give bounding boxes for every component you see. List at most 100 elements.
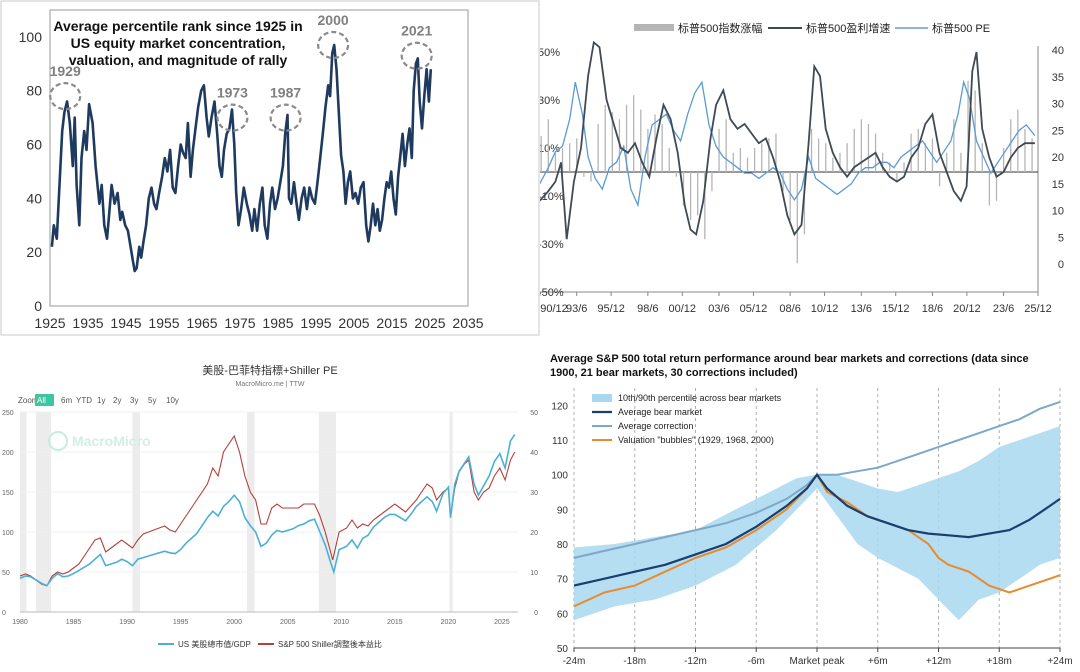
legend-label: 标普500 PE [932, 21, 990, 35]
x-tick-label: 1995 [300, 315, 331, 331]
peak-annotation-label: 2000 [318, 12, 349, 28]
x-tick-label: 90/12 [540, 303, 568, 315]
index-return-bar [846, 143, 848, 172]
zoom-option-10y-button[interactable]: 10y [166, 396, 179, 405]
watermark-logo-icon [48, 431, 68, 451]
index-return-bar [732, 152, 734, 172]
x-tick-label: 05/12 [740, 303, 768, 315]
plot-area-frame [49, 9, 469, 307]
index-return-bar [547, 119, 549, 172]
index-return-bar [561, 148, 564, 172]
panel-bear-market-returns: Average S&P 500 total return performance… [540, 336, 1080, 672]
index-return-bar [583, 172, 585, 177]
x-tick-label: Market peak [789, 656, 845, 667]
x-tick-label: 2025 [414, 315, 445, 331]
mcap-gdp-line [19, 433, 516, 587]
zoom-selected-bg [35, 394, 54, 406]
index-return-bar [860, 119, 862, 172]
peak-annotation-circle [269, 103, 302, 132]
index-return-bar [917, 128, 919, 172]
index-return-bar [981, 143, 983, 172]
percentile-band [574, 426, 1060, 621]
right-y-tick-label: 25 [1052, 125, 1064, 137]
percentile-rank-line [50, 43, 433, 273]
x-tick-label: 25/12 [1024, 303, 1052, 315]
left-y-tick-label: 30% [540, 95, 560, 107]
index-return-bar [995, 172, 998, 201]
panel-sp500-earnings-pe: -50% -30% -10% 10% 30% 50% 0 5 10 15 20 25 30 35 40 90/… [540, 0, 1080, 336]
index-return-bar [682, 172, 685, 206]
x-tick-label: 13/6 [851, 303, 872, 315]
zoom-option-1y-button[interactable]: 1y [97, 396, 105, 405]
panel-buffett-indicator: 美股-巴菲特指標+Shiller PE MacroMicro.me | TTW Zo… [0, 336, 540, 672]
x-tick-label: -24m [563, 656, 586, 667]
index-return-bar [1002, 148, 1005, 172]
y-tick-label: 100 [551, 471, 568, 482]
index-return-bar [810, 128, 813, 172]
index-return-bar [725, 119, 727, 172]
x-tick-label: 2035 [452, 315, 483, 331]
x-tick-label: 20/12 [953, 303, 981, 315]
peak-annotation-label: 1987 [270, 85, 301, 101]
valuation-bubbles-line [573, 472, 1061, 608]
chart-title-line: Average S&P 500 total return performance… [550, 353, 1029, 365]
right-y-tick-label: 0 [1058, 259, 1064, 271]
legend-label: US 美股總市值/GDP [178, 639, 251, 649]
index-return-bar [967, 80, 969, 172]
index-return-bar [661, 124, 663, 172]
index-return-bar [782, 172, 784, 192]
right-y-tick-label: 30 [1052, 99, 1064, 111]
right-y-tick-label: 5 [1058, 232, 1064, 244]
index-return-bar [761, 143, 763, 172]
index-return-bar [839, 152, 841, 172]
y-tick-label: 100 [19, 29, 43, 45]
x-tick-label: 2015 [387, 619, 403, 626]
y-tick-label: 60 [26, 137, 42, 153]
right-y-tick-label: 20 [1052, 152, 1064, 164]
x-tick-label: 1925 [34, 315, 65, 331]
index-return-bar [938, 172, 941, 187]
y-tick-label: 20 [26, 244, 42, 260]
index-return-bar [903, 162, 905, 172]
zoom-option-3y-button[interactable]: 3y [130, 396, 138, 405]
index-return-bar [689, 172, 692, 220]
x-tick-label: 00/12 [669, 303, 697, 315]
recession-band [36, 412, 52, 612]
index-return-bar [817, 138, 820, 172]
chart-title-line: valuation, and magnitude of rally [69, 52, 288, 68]
y-tick-label: 90 [557, 505, 569, 516]
peak-annotation-circle [49, 82, 82, 111]
zoom-option-6m-button[interactable]: 6m [61, 396, 72, 405]
x-tick-label: 2005 [280, 619, 296, 626]
legend-label: Valuation "bubbles" (1929, 1968, 2000) [618, 435, 774, 445]
x-tick-label: 1985 [66, 619, 82, 626]
left-y-tick-label: 250 [2, 410, 14, 417]
right-y-tick-label: 15 [1052, 179, 1064, 191]
buffett-indicator-chart: 美股-巴菲特指標+Shiller PE MacroMicro.me | TTW Zo… [2, 363, 538, 649]
left-y-tick-label: 10% [540, 143, 560, 155]
index-return-bar [568, 143, 571, 172]
x-tick-label: 2025 [494, 619, 510, 626]
x-tick-label: 98/6 [637, 303, 658, 315]
legend-label: Average correction [618, 421, 693, 431]
recession-band [318, 412, 336, 612]
peak-annotation-label: 2021 [401, 23, 432, 39]
right-y-tick-label: 40 [1052, 45, 1064, 57]
left-y-tick-label: 100 [2, 530, 14, 537]
right-y-tick-label: 50 [530, 410, 538, 417]
x-tick-label: 18/6 [922, 303, 943, 315]
zoom-option-all-button[interactable]: All [37, 396, 46, 405]
index-return-bar [825, 143, 827, 172]
pe-line [540, 79, 1036, 208]
index-return-bar [604, 104, 606, 172]
index-return-bar [597, 124, 599, 172]
index-return-bar [953, 119, 955, 172]
x-tick-label: 2015 [376, 315, 407, 331]
zoom-option-2y-button[interactable]: 2y [113, 396, 121, 405]
peak-annotation-circle [216, 103, 249, 132]
index-return-bar [697, 172, 699, 216]
sp500-earnings-pe-chart: -50%-30%-10%10%30%50%051015202530354090/… [540, 21, 1064, 315]
zoom-option-5y-button[interactable]: 5y [148, 396, 156, 405]
zoom-option-ytd-button[interactable]: YTD [76, 396, 92, 405]
